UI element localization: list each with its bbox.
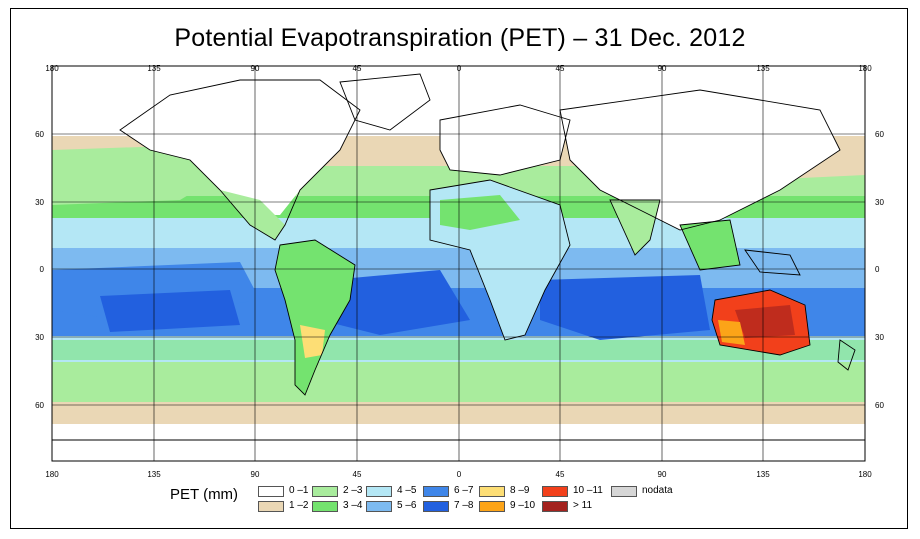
- lon-tick-bottom: 90: [658, 470, 667, 479]
- lat-tick-left: 30: [35, 198, 44, 207]
- land-south-america-hot: [300, 325, 325, 358]
- lat-tick-right: 60: [875, 130, 884, 139]
- land-australia-hot: [735, 305, 795, 338]
- land-southeast-asia: [680, 220, 740, 270]
- lat-tick-left: 60: [35, 401, 44, 410]
- patch-atlantic-dark: [320, 270, 470, 335]
- latitude-ticks-right: 60 30 0 30 60: [875, 130, 884, 410]
- lon-tick-top: 45: [556, 64, 565, 73]
- legend-swatch: [366, 486, 392, 497]
- legend-swatch: [258, 501, 284, 512]
- legend-swatch: [312, 486, 338, 497]
- lon-tick-bottom: 0: [457, 470, 462, 479]
- legend-item-label: 10 –11: [573, 485, 603, 496]
- lat-tick-left: 30: [35, 333, 44, 342]
- legend-swatch: [479, 501, 505, 512]
- legend-swatch: [542, 501, 568, 512]
- lon-tick-top: 45: [353, 64, 362, 73]
- legend-item-label: 4 –5: [397, 485, 417, 496]
- lon-tick-bottom: 180: [45, 470, 59, 479]
- legend-item-label: 1 –2: [289, 500, 309, 511]
- land-africa-green: [440, 195, 520, 230]
- latitude-ticks-left: 60 30 0 30 60: [35, 130, 44, 410]
- land-mexico: [220, 190, 285, 240]
- land-antarctica: [52, 440, 865, 461]
- graticule: [52, 66, 865, 461]
- legend-swatch: [479, 486, 505, 497]
- land-greenland: [340, 74, 430, 130]
- figure-frame: [10, 8, 908, 529]
- longitude-ticks-bottom: 180 135 90 45 0 45 90 135 180: [45, 470, 872, 479]
- legend-item-label: 7 –8: [454, 500, 474, 511]
- lon-tick-bottom: 45: [353, 470, 362, 479]
- coastlines: [52, 73, 865, 441]
- lon-tick-top: 135: [756, 64, 770, 73]
- lon-tick-bottom: 45: [556, 470, 565, 479]
- lat-tick-left: 60: [35, 130, 44, 139]
- lon-tick-bottom: 90: [251, 470, 260, 479]
- legend-item-label: nodata: [642, 485, 673, 496]
- legend-swatch: [423, 486, 449, 497]
- legend-swatch: [258, 486, 284, 497]
- legend-item-label: 9 –10: [510, 500, 536, 511]
- lat-tick-right: 0: [875, 265, 880, 274]
- legend-item-label: > 11: [573, 500, 592, 511]
- lon-tick-top: 90: [251, 64, 260, 73]
- lon-tick-top: 90: [658, 64, 667, 73]
- longitude-ticks-top: 180 135 90 45 0 45 90 135 180: [45, 64, 872, 73]
- legend-swatch: [611, 486, 637, 497]
- patch-pacific-green: [52, 145, 230, 205]
- lat-tick-right: 30: [875, 333, 884, 342]
- legend-swatch: [423, 501, 449, 512]
- lat-tick-left: 0: [40, 265, 45, 274]
- legend-swatch: [366, 501, 392, 512]
- legend-label: PET (mm): [170, 486, 239, 503]
- lat-tick-right: 60: [875, 401, 884, 410]
- legend-item-label: 5 –6: [397, 500, 417, 511]
- land-europe: [440, 105, 570, 175]
- map-title: Potential Evapotranspiration (PET) – 31 …: [174, 24, 746, 52]
- legend-swatch: [542, 486, 568, 497]
- band-south-temperate: [52, 362, 865, 402]
- lon-tick-top: 180: [45, 64, 59, 73]
- land-north-america: [120, 80, 360, 215]
- legend-item-label: 2 –3: [343, 485, 363, 496]
- lon-tick-bottom: 180: [858, 470, 872, 479]
- land-australia-warm: [718, 320, 745, 345]
- legend-item-label: 0 –1: [289, 485, 309, 496]
- patch-indian-dark: [540, 275, 710, 340]
- legend-item-label: 3 –4: [343, 500, 363, 511]
- lon-tick-top: 135: [147, 64, 161, 73]
- legend-item-label: 8 –9: [510, 485, 530, 496]
- legend-swatch: [312, 501, 338, 512]
- patch-pacific-east-dark: [100, 290, 240, 332]
- lon-tick-top: 180: [858, 64, 872, 73]
- lat-tick-right: 30: [875, 198, 884, 207]
- pet-field: [52, 66, 865, 461]
- legend-item-label: 6 –7: [454, 485, 474, 496]
- lon-tick-bottom: 135: [756, 470, 770, 479]
- map-border: [51, 65, 866, 462]
- lon-tick-top: 0: [457, 64, 462, 73]
- lon-tick-bottom: 135: [147, 470, 161, 479]
